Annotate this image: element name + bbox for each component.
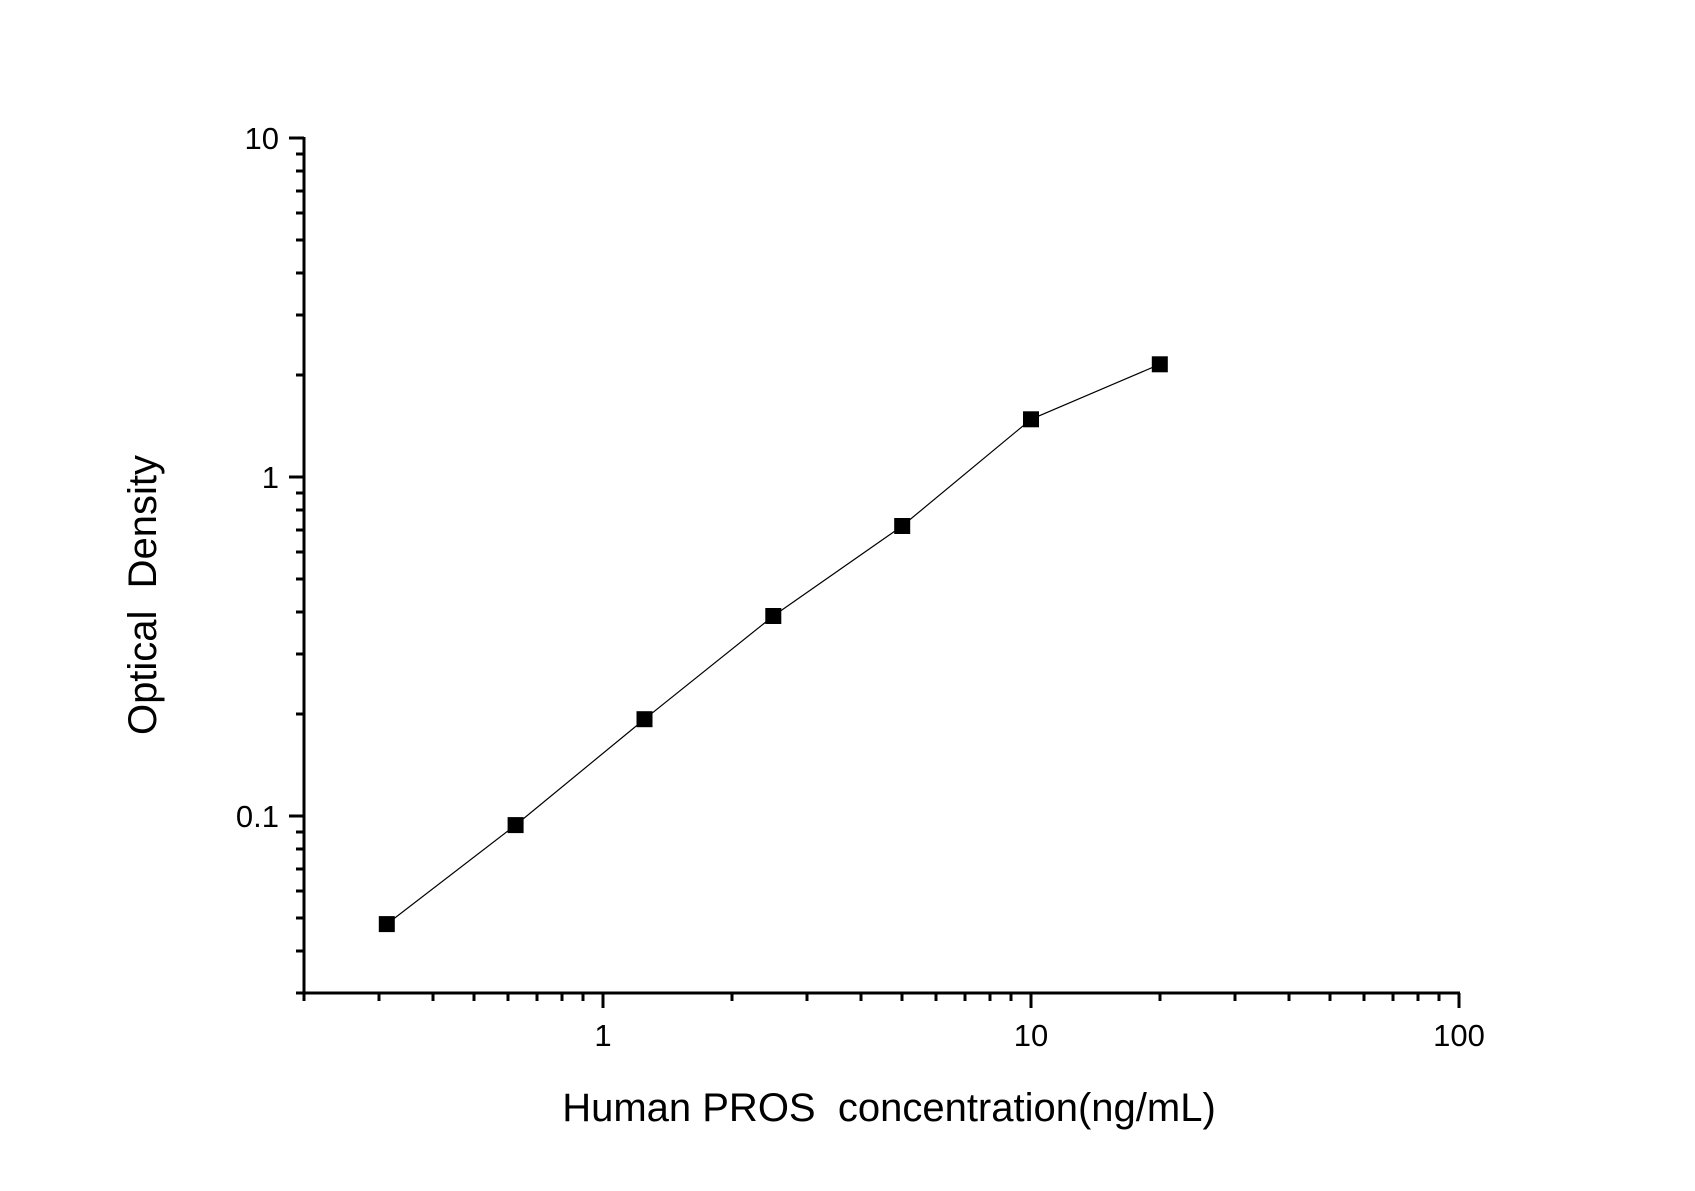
- x-axis: 1 10 100: [302, 991, 1485, 1053]
- data-point-marker: [894, 518, 911, 534]
- y-axis-title: Optical Density: [121, 455, 165, 735]
- data-point-marker: [765, 608, 782, 624]
- data-line: [386, 363, 1161, 925]
- data-point-marker: [636, 711, 653, 728]
- x-tick-label: 100: [1433, 1018, 1485, 1053]
- data-point-marker: [378, 916, 395, 933]
- y-axis: 0.1 1 10: [236, 121, 306, 995]
- x-tick-label: 1: [594, 1018, 611, 1053]
- y-tick-label: 1: [262, 460, 279, 495]
- x-tick-label: 10: [1014, 1018, 1048, 1053]
- data-point-marker: [1023, 411, 1039, 428]
- data-point-marker: [1151, 356, 1168, 373]
- data-point-marker: [507, 817, 524, 834]
- y-tick-label: 10: [245, 121, 279, 156]
- y-tick-label: 0.1: [236, 799, 279, 834]
- data-markers: [378, 356, 1168, 933]
- series-line: [386, 363, 1161, 925]
- x-axis-title: Human PROS concentration(ng/mL): [562, 1086, 1216, 1130]
